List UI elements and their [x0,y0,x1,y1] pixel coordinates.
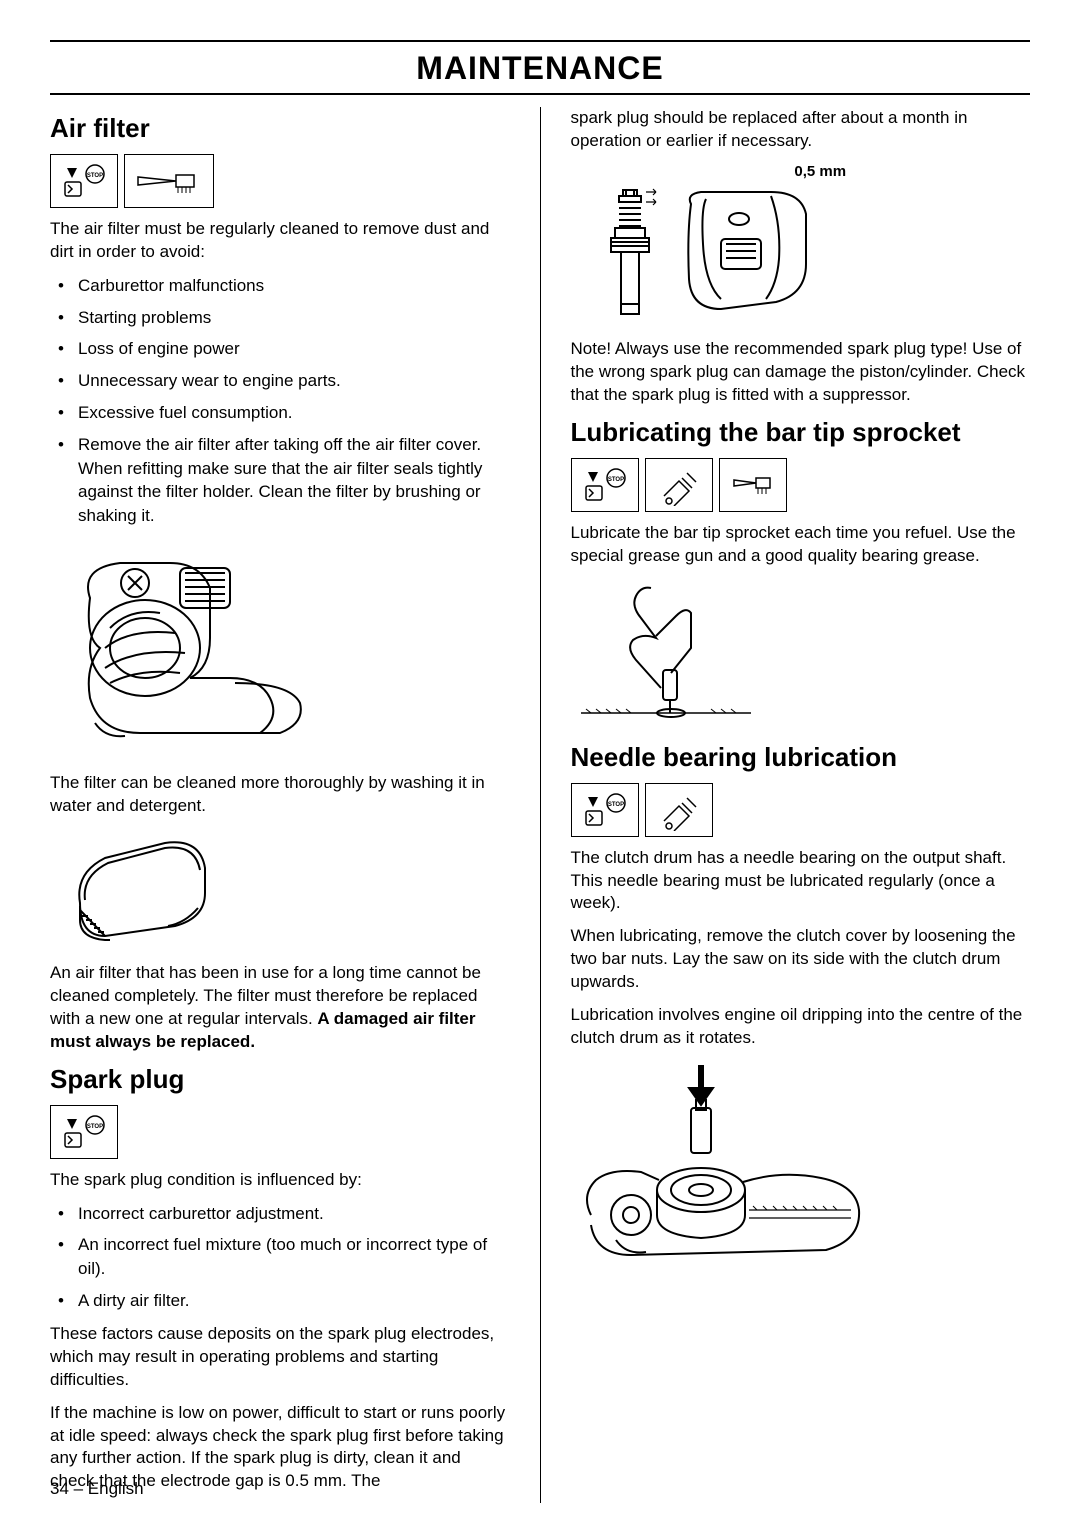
column-divider [540,107,541,1503]
needle-p3: Lubrication involves engine oil dripping… [571,1004,1031,1050]
needle-heading: Needle bearing lubrication [571,742,1031,773]
spark-plug-heading: Spark plug [50,1064,510,1095]
page-footer: 34 – English [50,1479,144,1499]
spark-plug-continued: spark plug should be replaced after abou… [571,107,1031,153]
grease-gun-icon [645,783,713,837]
spark-plug-icons: STOP [50,1105,510,1159]
list-item: A dirty air filter. [50,1289,510,1313]
stop-switch-icon: STOP [50,1105,118,1159]
chainsaw-engine-figure [50,538,510,758]
air-filter-icons: STOP [50,154,510,208]
air-filter-p3: An air filter that has been in use for a… [50,962,510,1054]
brush-icon [124,154,214,208]
list-item: Unnecessary wear to engine parts. [50,369,510,393]
brush-icon [719,458,787,512]
list-item: Incorrect carburettor adjustment. [50,1202,510,1226]
grease-bar-tip-figure [571,578,1031,728]
svg-text:STOP: STOP [87,173,103,179]
air-filter-bullets: Carburettor malfunctions Starting proble… [50,274,510,528]
lub-tip-icons: STOP [571,458,1031,512]
stop-switch-icon: STOP [50,154,118,208]
grease-gun-icon [645,458,713,512]
air-filter-intro: The air filter must be regularly cleaned… [50,218,510,264]
list-item: An incorrect fuel mixture (too much or i… [50,1233,510,1281]
list-item: Excessive fuel consumption. [50,401,510,425]
left-column: Air filter STOP [50,107,510,1503]
needle-p1: The clutch drum has a needle bearing on … [571,847,1031,916]
spark-plug-intro: The spark plug condition is influenced b… [50,1169,510,1192]
air-filter-element-figure [50,828,510,948]
top-rule [50,40,1030,42]
list-item: Starting problems [50,306,510,330]
list-item: Loss of engine power [50,337,510,361]
spark-plug-note: Note! Always use the recommended spark p… [571,338,1031,407]
list-item: Remove the air filter after taking off t… [50,433,510,528]
needle-icons: STOP [571,783,1031,837]
needle-p2: When lubricating, remove the clutch cove… [571,925,1031,994]
clutch-drum-lubrication-figure [571,1060,1031,1280]
spark-plug-p2: These factors cause deposits on the spar… [50,1323,510,1392]
right-column: spark plug should be replaced after abou… [571,107,1031,1503]
stop-switch-icon: STOP [571,783,639,837]
air-filter-heading: Air filter [50,113,510,144]
svg-text:STOP: STOP [607,477,623,483]
svg-text:STOP: STOP [607,802,623,808]
two-column-layout: Air filter STOP [50,107,1030,1503]
page-title: MAINTENANCE [50,50,1030,87]
stop-switch-icon: STOP [571,458,639,512]
air-filter-p2: The filter can be cleaned more thoroughl… [50,772,510,818]
spark-plug-gap-figure: 0,5 mm [571,163,1031,324]
lub-tip-p1: Lubricate the bar tip sprocket each time… [571,522,1031,568]
list-item: Carburettor malfunctions [50,274,510,298]
title-underline [50,93,1030,95]
lub-tip-heading: Lubricating the bar tip sprocket [571,417,1031,448]
svg-text:STOP: STOP [87,1124,103,1130]
gap-label: 0,5 mm [611,163,1031,180]
spark-plug-bullets: Incorrect carburettor adjustment. An inc… [50,1202,510,1313]
